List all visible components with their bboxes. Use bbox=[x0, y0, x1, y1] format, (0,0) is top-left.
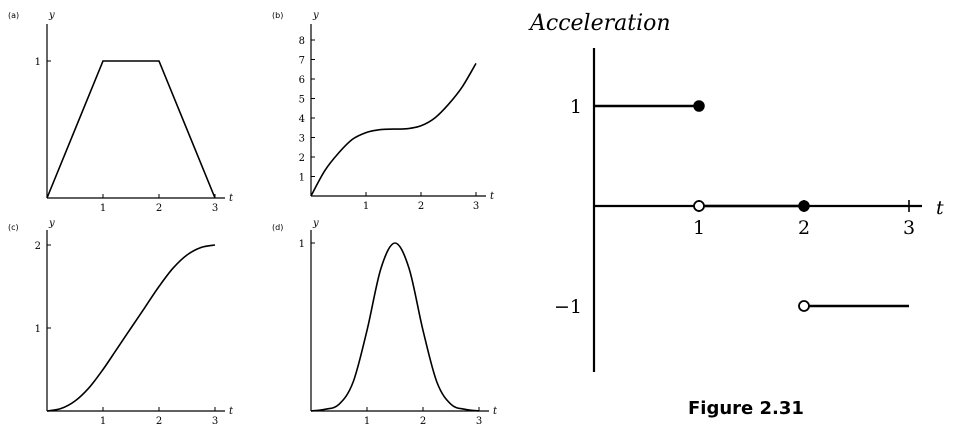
x-tick-label: 2 bbox=[418, 201, 424, 212]
y-tick-label: −1 bbox=[554, 296, 582, 318]
series-line bbox=[310, 62, 477, 197]
x-tick-label: 3 bbox=[212, 203, 218, 214]
y-tick-label: 6 bbox=[299, 75, 305, 86]
series-line bbox=[46, 60, 216, 199]
x-axis-label: t bbox=[229, 193, 234, 204]
series-line bbox=[46, 244, 216, 412]
x-tick-label: 2 bbox=[798, 217, 810, 239]
x-axis-label: t bbox=[936, 197, 944, 219]
x-tick-label: 1 bbox=[363, 201, 369, 212]
x-axis-label: t bbox=[229, 406, 234, 417]
y-axis-label: y bbox=[312, 10, 319, 21]
y-tick-label: 1 bbox=[299, 239, 305, 250]
series-line bbox=[310, 242, 480, 412]
x-tick-label: 2 bbox=[420, 416, 426, 427]
x-axis-label: t bbox=[493, 406, 498, 417]
y-axis-label: y bbox=[312, 218, 319, 229]
x-axis-label: t bbox=[490, 191, 495, 202]
x-tick-label: 2 bbox=[156, 203, 162, 214]
y-tick-label: 5 bbox=[299, 95, 305, 106]
x-tick-label: 1 bbox=[100, 203, 106, 214]
x-tick-label: 3 bbox=[903, 217, 915, 239]
open-endpoint bbox=[798, 300, 810, 312]
panel-label: (a) bbox=[8, 11, 19, 20]
y-tick-label: 2 bbox=[299, 153, 305, 164]
panel-label: (b) bbox=[272, 11, 283, 20]
panel-0: (a) y t 1 2 3 1 bbox=[8, 10, 234, 214]
y-tick-label: 1 bbox=[570, 96, 582, 118]
closed-endpoint bbox=[693, 100, 705, 112]
y-tick-label: 2 bbox=[35, 241, 41, 252]
panel-label: (c) bbox=[8, 223, 19, 232]
y-tick-label: 1 bbox=[35, 57, 41, 68]
x-tick-label: 1 bbox=[693, 217, 705, 239]
figure-caption: Figure 2.31 bbox=[688, 398, 804, 419]
x-tick-label: 3 bbox=[476, 416, 482, 427]
panel-acceleration: Acceleration t 1 2 3 1 −1 bbox=[528, 11, 944, 372]
panel-3: (d) y t 1 2 3 1 bbox=[272, 218, 498, 427]
y-tick-label: 1 bbox=[299, 173, 305, 184]
y-tick-label: 4 bbox=[299, 114, 305, 125]
y-tick-label: 1 bbox=[35, 324, 41, 335]
closed-endpoint bbox=[798, 200, 810, 212]
y-tick-label: 3 bbox=[299, 134, 305, 145]
panel-label: (d) bbox=[272, 223, 283, 232]
y-axis-label: y bbox=[48, 218, 55, 229]
panel-1: (b) y t 1 2 3 1 2 3 4 5 6 7 8 bbox=[272, 10, 495, 212]
y-axis-label: y bbox=[48, 10, 55, 21]
x-tick-label: 3 bbox=[473, 201, 479, 212]
panel-2: (c) y t 1 2 3 1 2 bbox=[8, 218, 234, 427]
x-tick-label: 3 bbox=[212, 416, 218, 427]
y-tick-label: 8 bbox=[299, 36, 305, 47]
open-endpoint bbox=[693, 200, 705, 212]
x-tick-label: 1 bbox=[100, 416, 106, 427]
y-tick-label: 7 bbox=[299, 56, 305, 67]
chart-title: Acceleration bbox=[528, 11, 671, 36]
x-tick-label: 1 bbox=[364, 416, 370, 427]
x-tick-label: 2 bbox=[156, 416, 162, 427]
